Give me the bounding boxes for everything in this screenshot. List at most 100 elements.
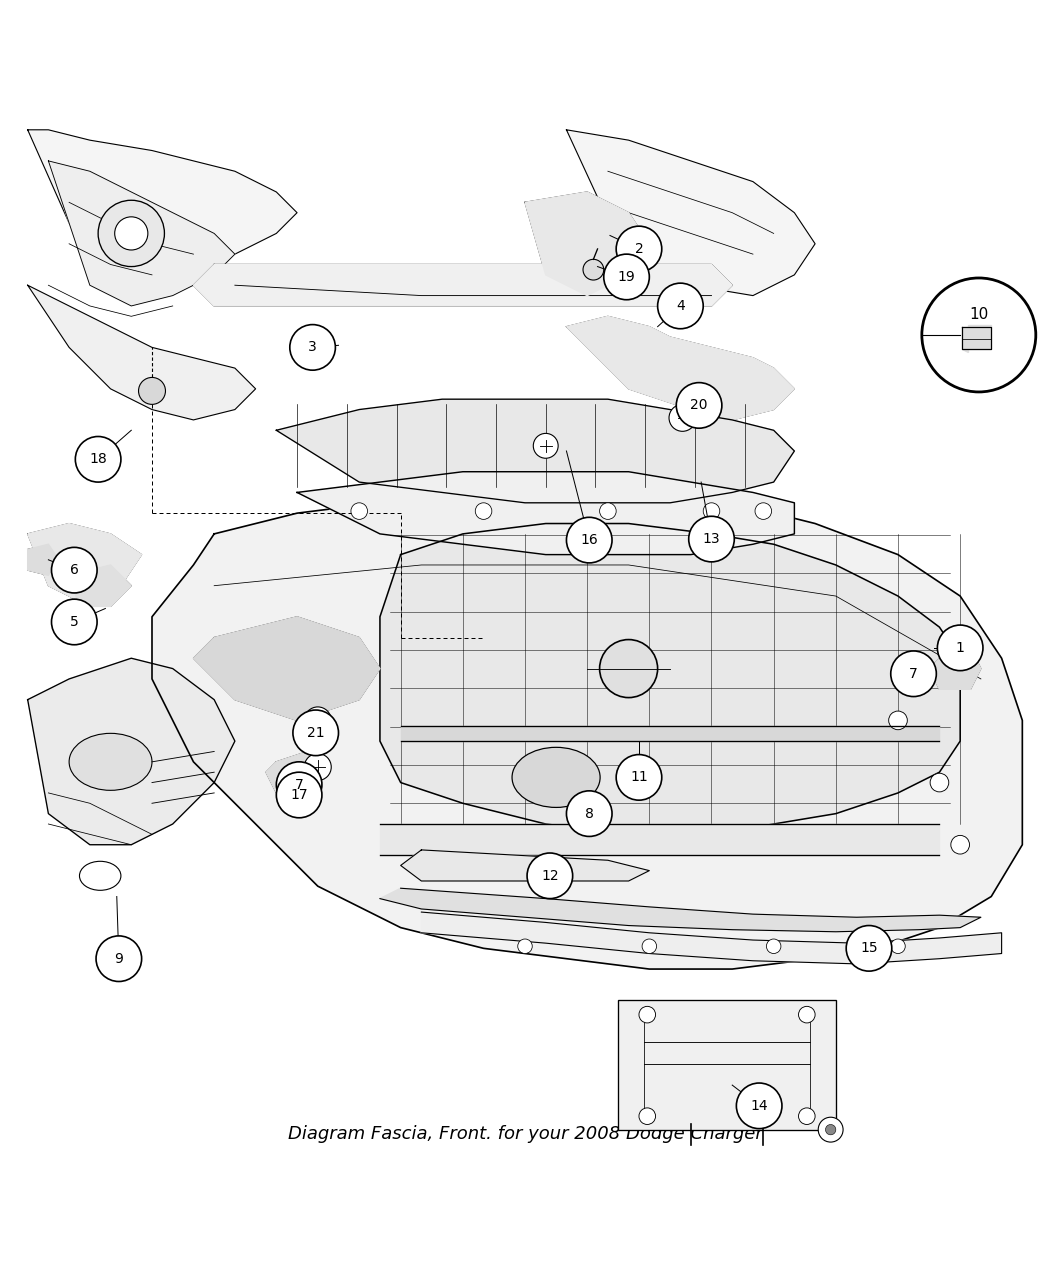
Circle shape [96,936,142,982]
Polygon shape [27,544,59,575]
Polygon shape [266,751,318,793]
Polygon shape [27,524,142,607]
Ellipse shape [69,733,152,790]
Text: 5: 5 [70,615,79,629]
Circle shape [799,1006,815,1023]
Circle shape [755,502,772,519]
Circle shape [818,1117,843,1142]
Circle shape [951,835,969,854]
Text: 7: 7 [295,778,303,792]
Polygon shape [193,617,380,720]
Circle shape [98,200,165,266]
Polygon shape [193,264,732,306]
Circle shape [616,226,662,272]
Circle shape [304,754,331,780]
Polygon shape [152,492,1023,969]
Polygon shape [48,161,235,306]
Polygon shape [525,193,649,296]
Circle shape [604,254,649,300]
Polygon shape [401,725,940,741]
Ellipse shape [80,862,121,890]
Text: 10: 10 [969,307,988,321]
Polygon shape [421,912,1002,964]
Circle shape [600,502,616,519]
Circle shape [76,436,121,482]
Circle shape [276,773,322,817]
Circle shape [304,706,331,734]
Ellipse shape [512,747,601,807]
FancyBboxPatch shape [618,1000,836,1130]
Text: 9: 9 [114,951,123,965]
Polygon shape [380,889,981,932]
Circle shape [888,711,907,729]
Polygon shape [962,325,991,352]
Text: 21: 21 [307,725,324,739]
Text: 12: 12 [541,868,559,882]
Text: 20: 20 [690,398,708,412]
Circle shape [736,1082,782,1128]
Polygon shape [27,286,255,419]
Circle shape [825,1125,836,1135]
Text: 11: 11 [630,770,648,784]
Polygon shape [929,648,981,690]
Text: 4: 4 [676,298,685,312]
Circle shape [890,938,905,954]
Polygon shape [566,316,795,419]
Circle shape [293,710,338,756]
Text: 3: 3 [309,340,317,354]
Circle shape [566,518,612,562]
Circle shape [616,755,662,801]
Circle shape [799,1108,815,1125]
Circle shape [676,382,721,428]
Circle shape [518,938,532,954]
Circle shape [930,773,949,792]
Circle shape [51,599,97,645]
Circle shape [657,283,704,329]
Circle shape [566,790,612,836]
Circle shape [846,926,891,972]
Polygon shape [566,130,815,296]
Circle shape [922,278,1035,391]
Circle shape [938,625,983,671]
Circle shape [114,217,148,250]
Circle shape [639,1006,655,1023]
Text: 13: 13 [702,532,720,546]
Text: 6: 6 [70,564,79,578]
Text: 19: 19 [617,270,635,284]
Text: 18: 18 [89,453,107,467]
Circle shape [351,502,368,519]
Text: 7: 7 [909,667,918,681]
Text: 1: 1 [956,641,965,655]
Text: 2: 2 [634,242,644,256]
Circle shape [276,762,322,807]
Text: Diagram Fascia, Front. for your 2008 Dodge Charger: Diagram Fascia, Front. for your 2008 Dod… [288,1125,762,1144]
Circle shape [527,853,572,899]
Polygon shape [276,399,795,502]
Circle shape [600,640,657,697]
Circle shape [583,259,604,280]
Text: 15: 15 [860,941,878,955]
Circle shape [689,516,734,562]
Circle shape [51,547,97,593]
Circle shape [704,502,720,519]
Text: 8: 8 [585,807,593,821]
Text: 16: 16 [581,533,598,547]
Circle shape [139,377,166,404]
Polygon shape [27,130,297,275]
Polygon shape [380,524,960,834]
Circle shape [669,404,696,431]
Circle shape [476,502,491,519]
Circle shape [890,652,937,696]
Polygon shape [380,824,940,856]
Polygon shape [401,850,649,881]
Circle shape [643,938,656,954]
Polygon shape [27,658,235,845]
Polygon shape [69,565,131,607]
Polygon shape [297,472,795,555]
Text: 17: 17 [290,788,308,802]
Circle shape [290,325,335,370]
Circle shape [766,938,781,954]
Circle shape [533,434,559,458]
Circle shape [639,1108,655,1125]
Text: 14: 14 [751,1099,768,1113]
